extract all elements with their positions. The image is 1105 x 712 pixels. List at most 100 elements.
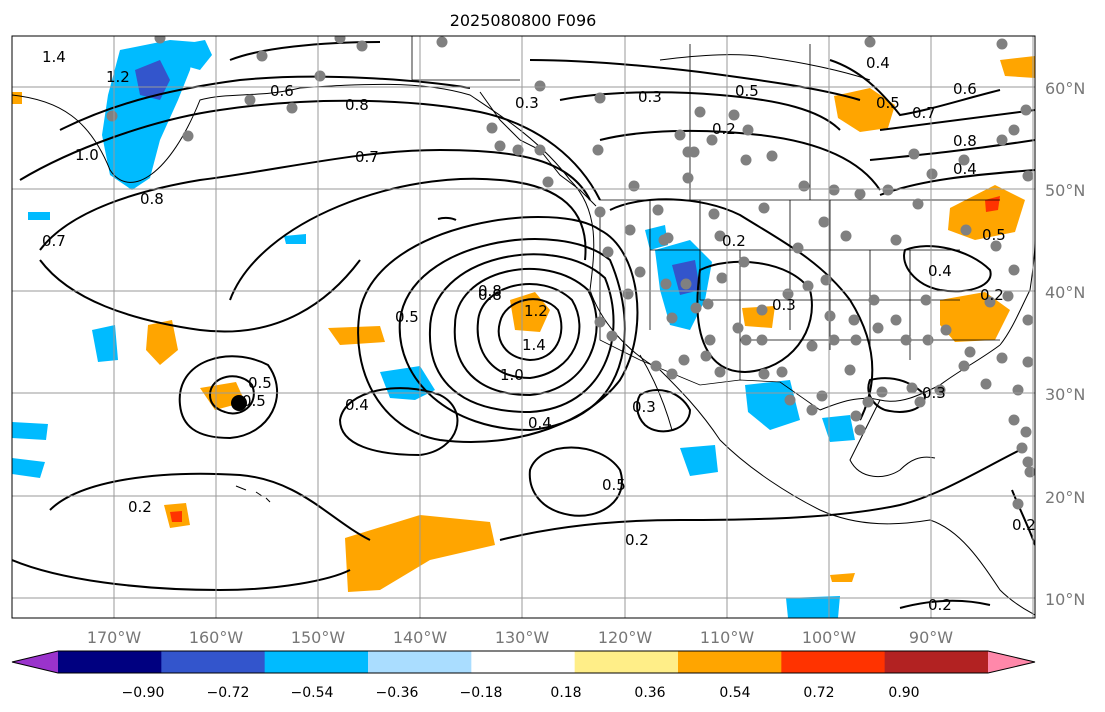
station-dot (980, 378, 992, 390)
station-dot (682, 172, 694, 184)
station-dot (606, 330, 618, 342)
colorbar-tick-label: −0.36 (376, 685, 419, 701)
shade-blue-south (786, 596, 840, 618)
station-dot (868, 294, 880, 306)
contour-label: 0.5 (876, 94, 900, 112)
station-dot (1008, 124, 1020, 136)
station-dot (914, 396, 926, 408)
station-dot (958, 154, 970, 166)
map-title: 2025080800 F096 (450, 11, 597, 30)
contour-label: 0.8 (478, 282, 502, 300)
contour-label: 1.4 (522, 336, 546, 354)
contour-label: 0.2 (712, 120, 736, 138)
station-dot (716, 272, 728, 284)
station-dot (862, 396, 874, 408)
station-dot (728, 109, 740, 121)
station-dot (1020, 426, 1032, 438)
station-dot (784, 394, 796, 406)
station-dot (1012, 384, 1024, 396)
station-dot (740, 334, 752, 346)
station-dot (996, 134, 1008, 146)
contour-label: 0.7 (912, 104, 936, 122)
contour-02-south (12, 559, 351, 592)
contour-label: 0.8 (478, 286, 502, 304)
coastline-main (12, 83, 1035, 616)
contour-label: 1.2 (524, 302, 548, 320)
colorbar-segment (471, 651, 576, 673)
station-dot (700, 350, 712, 362)
contour-label: 1.2 (106, 68, 130, 86)
station-dot (1008, 414, 1020, 426)
contour-hawaii-outer (178, 355, 278, 440)
contour-02-right (1011, 489, 1035, 546)
colorbar-tick-label: −0.54 (291, 685, 334, 701)
coastline-hawaii (235, 485, 271, 503)
shade-orange-west-corner (12, 92, 22, 104)
contour-label: 0.5 (602, 476, 626, 494)
contour-label: 0.8 (345, 96, 369, 114)
contour-label: 0.3 (772, 296, 796, 314)
lat-label: 30°N (1045, 385, 1085, 404)
shade-blue-west-edge-2 (12, 458, 45, 478)
contour-label: 0.4 (345, 396, 369, 414)
coastline-east (999, 239, 1035, 346)
station-dot (356, 40, 368, 52)
contour-label: 0.3 (632, 398, 656, 416)
station-dot (996, 352, 1008, 364)
contour-west-ridge (229, 177, 587, 301)
latitude-labels: 60°N 50°N 40°N 30°N 20°N 10°N (1045, 79, 1085, 609)
colorbar-tick-label: 0.54 (719, 685, 750, 701)
shade-orange-pacific-2 (328, 326, 385, 345)
coastline-yucatan (849, 399, 936, 478)
station-dot (650, 360, 662, 372)
shade-blue-small-2 (28, 212, 50, 220)
station-dot (740, 154, 752, 166)
contour-label: 1.4 (42, 48, 66, 66)
shade-red-west-pacific (170, 511, 182, 522)
station-dot (660, 278, 672, 290)
station-dot (940, 324, 952, 336)
colorbar-tick-label: 0.90 (888, 685, 919, 701)
contour-label: 0.5 (982, 226, 1006, 244)
station-dot (926, 168, 938, 180)
contour-label: 0.8 (953, 132, 977, 150)
station-dot (776, 366, 788, 378)
station-dot (766, 150, 778, 162)
contour-label: 1.0 (75, 146, 99, 164)
contour-label: 0.6 (270, 82, 294, 100)
border-state-lines-ew (650, 249, 1000, 341)
station-dot (534, 80, 546, 92)
station-dot (848, 314, 860, 326)
station-dot (1022, 314, 1034, 326)
station-dot (876, 386, 888, 398)
station-dot (906, 382, 918, 394)
contour-west-low (39, 259, 361, 333)
contour-02-canada (599, 129, 881, 191)
colorbar-segment (781, 651, 886, 673)
contour-ring-2 (476, 283, 581, 380)
station-dot (824, 310, 836, 322)
contour-04-ne (879, 169, 1035, 196)
shade-blue-west-edge (12, 422, 48, 440)
shade-blue-alaska (102, 40, 195, 190)
colorbar-outline (11, 650, 1036, 674)
contour-07-ne (879, 109, 1035, 131)
station-dot (714, 230, 726, 242)
contour-label: 0.2 (722, 232, 746, 250)
contour-label: 0.4 (928, 262, 952, 280)
contour-dash (437, 216, 457, 221)
contour-label: 0.5 (735, 82, 759, 100)
station-dot (534, 144, 546, 156)
station-dot (802, 280, 814, 292)
station-dot (844, 364, 856, 376)
station-dot (1016, 442, 1028, 454)
station-dot (706, 134, 718, 146)
station-dot (890, 234, 902, 246)
contour-label: 0.2 (625, 531, 649, 549)
contour-label: 0.2 (928, 596, 952, 614)
lon-label: 140°W (393, 628, 448, 647)
colorbar-tick-label: −0.90 (122, 685, 165, 701)
station-dot (738, 256, 750, 268)
station-dot (1022, 356, 1034, 368)
colorbar-extend-low (12, 651, 58, 673)
